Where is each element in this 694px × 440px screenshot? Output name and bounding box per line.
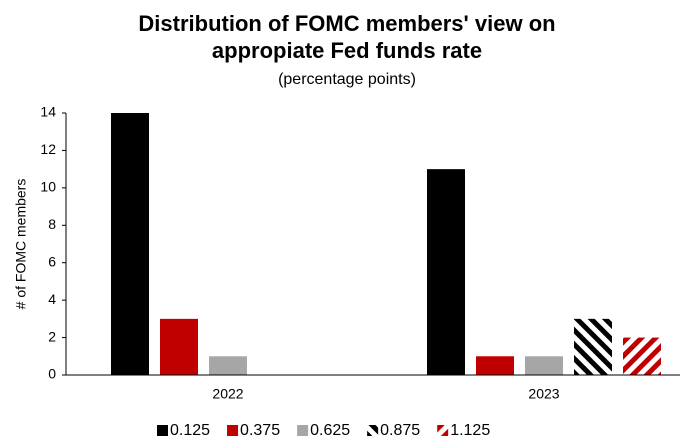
x-tick-label: 2022: [212, 386, 243, 402]
y-tick-label: 12: [40, 141, 56, 157]
chart-title: Distribution of FOMC members' view on ap…: [138, 11, 556, 63]
bar: [574, 318, 612, 375]
bar: [160, 318, 198, 375]
legend-marker: [157, 425, 168, 436]
y-tick-label: 4: [48, 291, 56, 307]
legend-marker: [297, 425, 309, 436]
legend-label: 0.625: [310, 422, 350, 439]
legend-label: 0.375: [240, 422, 280, 439]
bar: [427, 169, 465, 375]
y-axis-label: # of FOMC members: [13, 179, 29, 310]
y-tick-label: 0: [48, 366, 56, 382]
legend-marker: [437, 425, 449, 436]
legend-label: 0.125: [170, 422, 210, 439]
legend-marker: [227, 425, 239, 436]
legend-marker: [367, 425, 379, 436]
chart-subtitle: (percentage points): [278, 71, 416, 88]
legend-label: 0.875: [380, 422, 420, 439]
y-tick-label: 6: [48, 253, 56, 269]
legend-label: 1.125: [450, 422, 490, 439]
bar: [476, 356, 514, 375]
bar: [209, 356, 247, 375]
y-tick-label: 2: [48, 328, 56, 344]
y-tick-label: 8: [48, 216, 56, 232]
y-tick-label: 10: [40, 179, 56, 195]
y-tick-label: 14: [40, 104, 56, 120]
bar: [111, 113, 149, 375]
bar: [623, 337, 661, 375]
bar: [525, 356, 563, 375]
x-tick-label: 2023: [528, 386, 559, 402]
